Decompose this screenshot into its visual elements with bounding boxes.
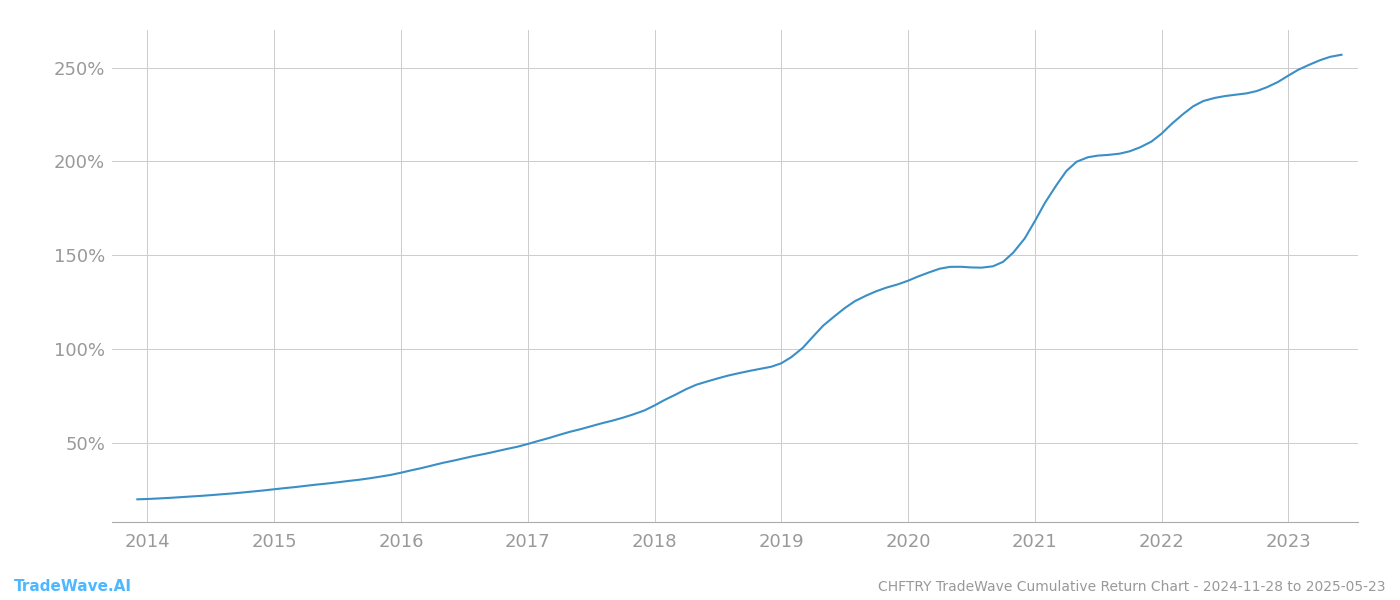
Text: TradeWave.AI: TradeWave.AI — [14, 579, 132, 594]
Text: CHFTRY TradeWave Cumulative Return Chart - 2024-11-28 to 2025-05-23: CHFTRY TradeWave Cumulative Return Chart… — [879, 580, 1386, 594]
